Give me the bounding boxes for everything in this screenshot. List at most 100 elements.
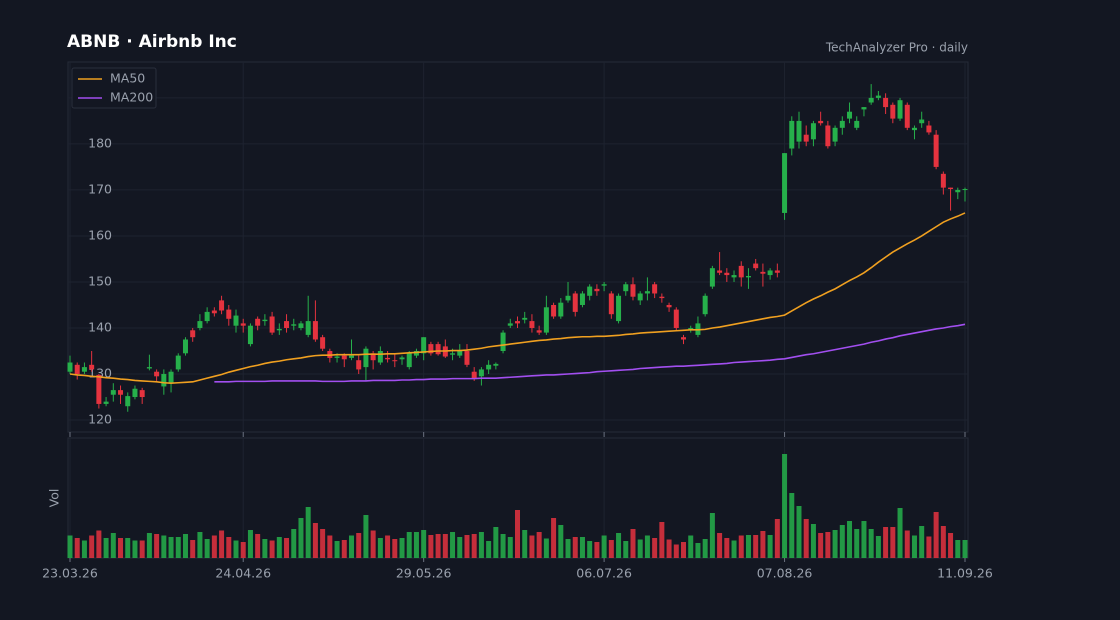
candle-body (406, 353, 412, 368)
volume-bar (601, 535, 607, 558)
volume-bar (637, 539, 643, 558)
volume-bar (67, 535, 73, 558)
candle-body (673, 309, 679, 328)
volume-bar (897, 508, 903, 558)
candle-body (579, 293, 585, 305)
x-tick-label: 06.07.26 (576, 566, 632, 581)
legend-label: MA50 (110, 71, 145, 86)
candle-body (926, 125, 932, 133)
candle-body (522, 317, 528, 320)
volume-bar (305, 507, 311, 558)
volume-bar (536, 532, 542, 558)
volume-bar (558, 525, 564, 558)
candle-body (435, 344, 441, 355)
candle-body (110, 390, 116, 395)
x-tick-label: 23.03.26 (42, 566, 98, 581)
volume-bar (803, 519, 809, 558)
candle-body (146, 367, 152, 369)
volume-bar (96, 530, 102, 558)
candle-body (587, 286, 593, 296)
candle-body (608, 293, 614, 315)
volume-bar (774, 519, 780, 558)
candle-body (486, 364, 492, 370)
volume-bar (962, 540, 968, 558)
chart-subtitle: TechAnalyzer Pro · daily (825, 41, 968, 55)
legend-label: MA200 (110, 90, 153, 105)
candle-body (962, 189, 968, 191)
volume-bar (940, 526, 946, 558)
volume-bar (421, 530, 427, 558)
volume-bar (652, 538, 658, 558)
candle-body (536, 330, 542, 333)
candle-body (825, 125, 831, 147)
candle-body (767, 270, 773, 276)
volume-bar (81, 540, 87, 558)
volume-bar (161, 535, 167, 558)
candle-body (623, 284, 629, 292)
volume-bar (118, 538, 124, 558)
volume-bar (832, 530, 838, 558)
candle-body (363, 348, 369, 368)
candle-body (457, 351, 463, 356)
volume-bar (818, 533, 824, 558)
candle-body (904, 104, 910, 128)
volume-bar (911, 535, 917, 558)
volume-bar (493, 527, 499, 558)
volume-bar (154, 534, 160, 558)
volume-bar (796, 506, 802, 558)
volume-bar (673, 544, 679, 558)
candle-body (247, 325, 253, 345)
ma-line (214, 323, 966, 383)
candle-body (543, 307, 549, 333)
volume-bar (406, 532, 412, 558)
volume-bar (190, 540, 196, 558)
candle-body (291, 324, 297, 326)
candle-body (413, 351, 419, 356)
volume-bar (320, 529, 326, 558)
candle-body (493, 363, 499, 366)
chart-title: ABNB · Airbnb Inc (67, 32, 237, 52)
volume-bar (139, 540, 145, 558)
volume-bar (486, 541, 492, 558)
x-tick-label: 07.08.26 (757, 566, 813, 581)
volume-bar (103, 538, 109, 558)
volume-bar (471, 534, 477, 558)
volume-bar (702, 539, 708, 558)
candle-body (644, 291, 650, 294)
candle-body (875, 95, 881, 98)
candle-body (745, 275, 751, 278)
candle-body (168, 371, 174, 384)
volume-bar (211, 535, 217, 558)
volume-bar (731, 540, 737, 558)
candle-body (883, 97, 889, 108)
volume-bar (738, 535, 744, 558)
candle-body (255, 318, 261, 326)
candle-body (681, 337, 687, 340)
candle-body (103, 401, 109, 404)
candle-body (515, 321, 520, 324)
volume-bar (695, 543, 701, 558)
volume-bar (377, 538, 383, 558)
volume-bar (760, 531, 766, 558)
candle-body (370, 353, 376, 361)
volume-bar (854, 529, 860, 558)
candle-body (211, 310, 217, 314)
candle-body (818, 120, 824, 124)
candle-body (399, 357, 405, 360)
y-tick-label: 160 (88, 227, 112, 242)
candle-body (572, 293, 578, 312)
volume-bar (890, 527, 896, 558)
candle-body (262, 319, 268, 322)
volume-bar (385, 535, 391, 558)
candle-body (709, 268, 715, 287)
volume-bar (74, 538, 80, 558)
volume-bar (413, 532, 419, 558)
volume-bar (182, 534, 188, 558)
candle-body (529, 321, 535, 328)
volume-bar (810, 524, 816, 558)
candle-body (478, 369, 484, 377)
candle-body (450, 353, 456, 355)
candle-body (356, 360, 362, 370)
